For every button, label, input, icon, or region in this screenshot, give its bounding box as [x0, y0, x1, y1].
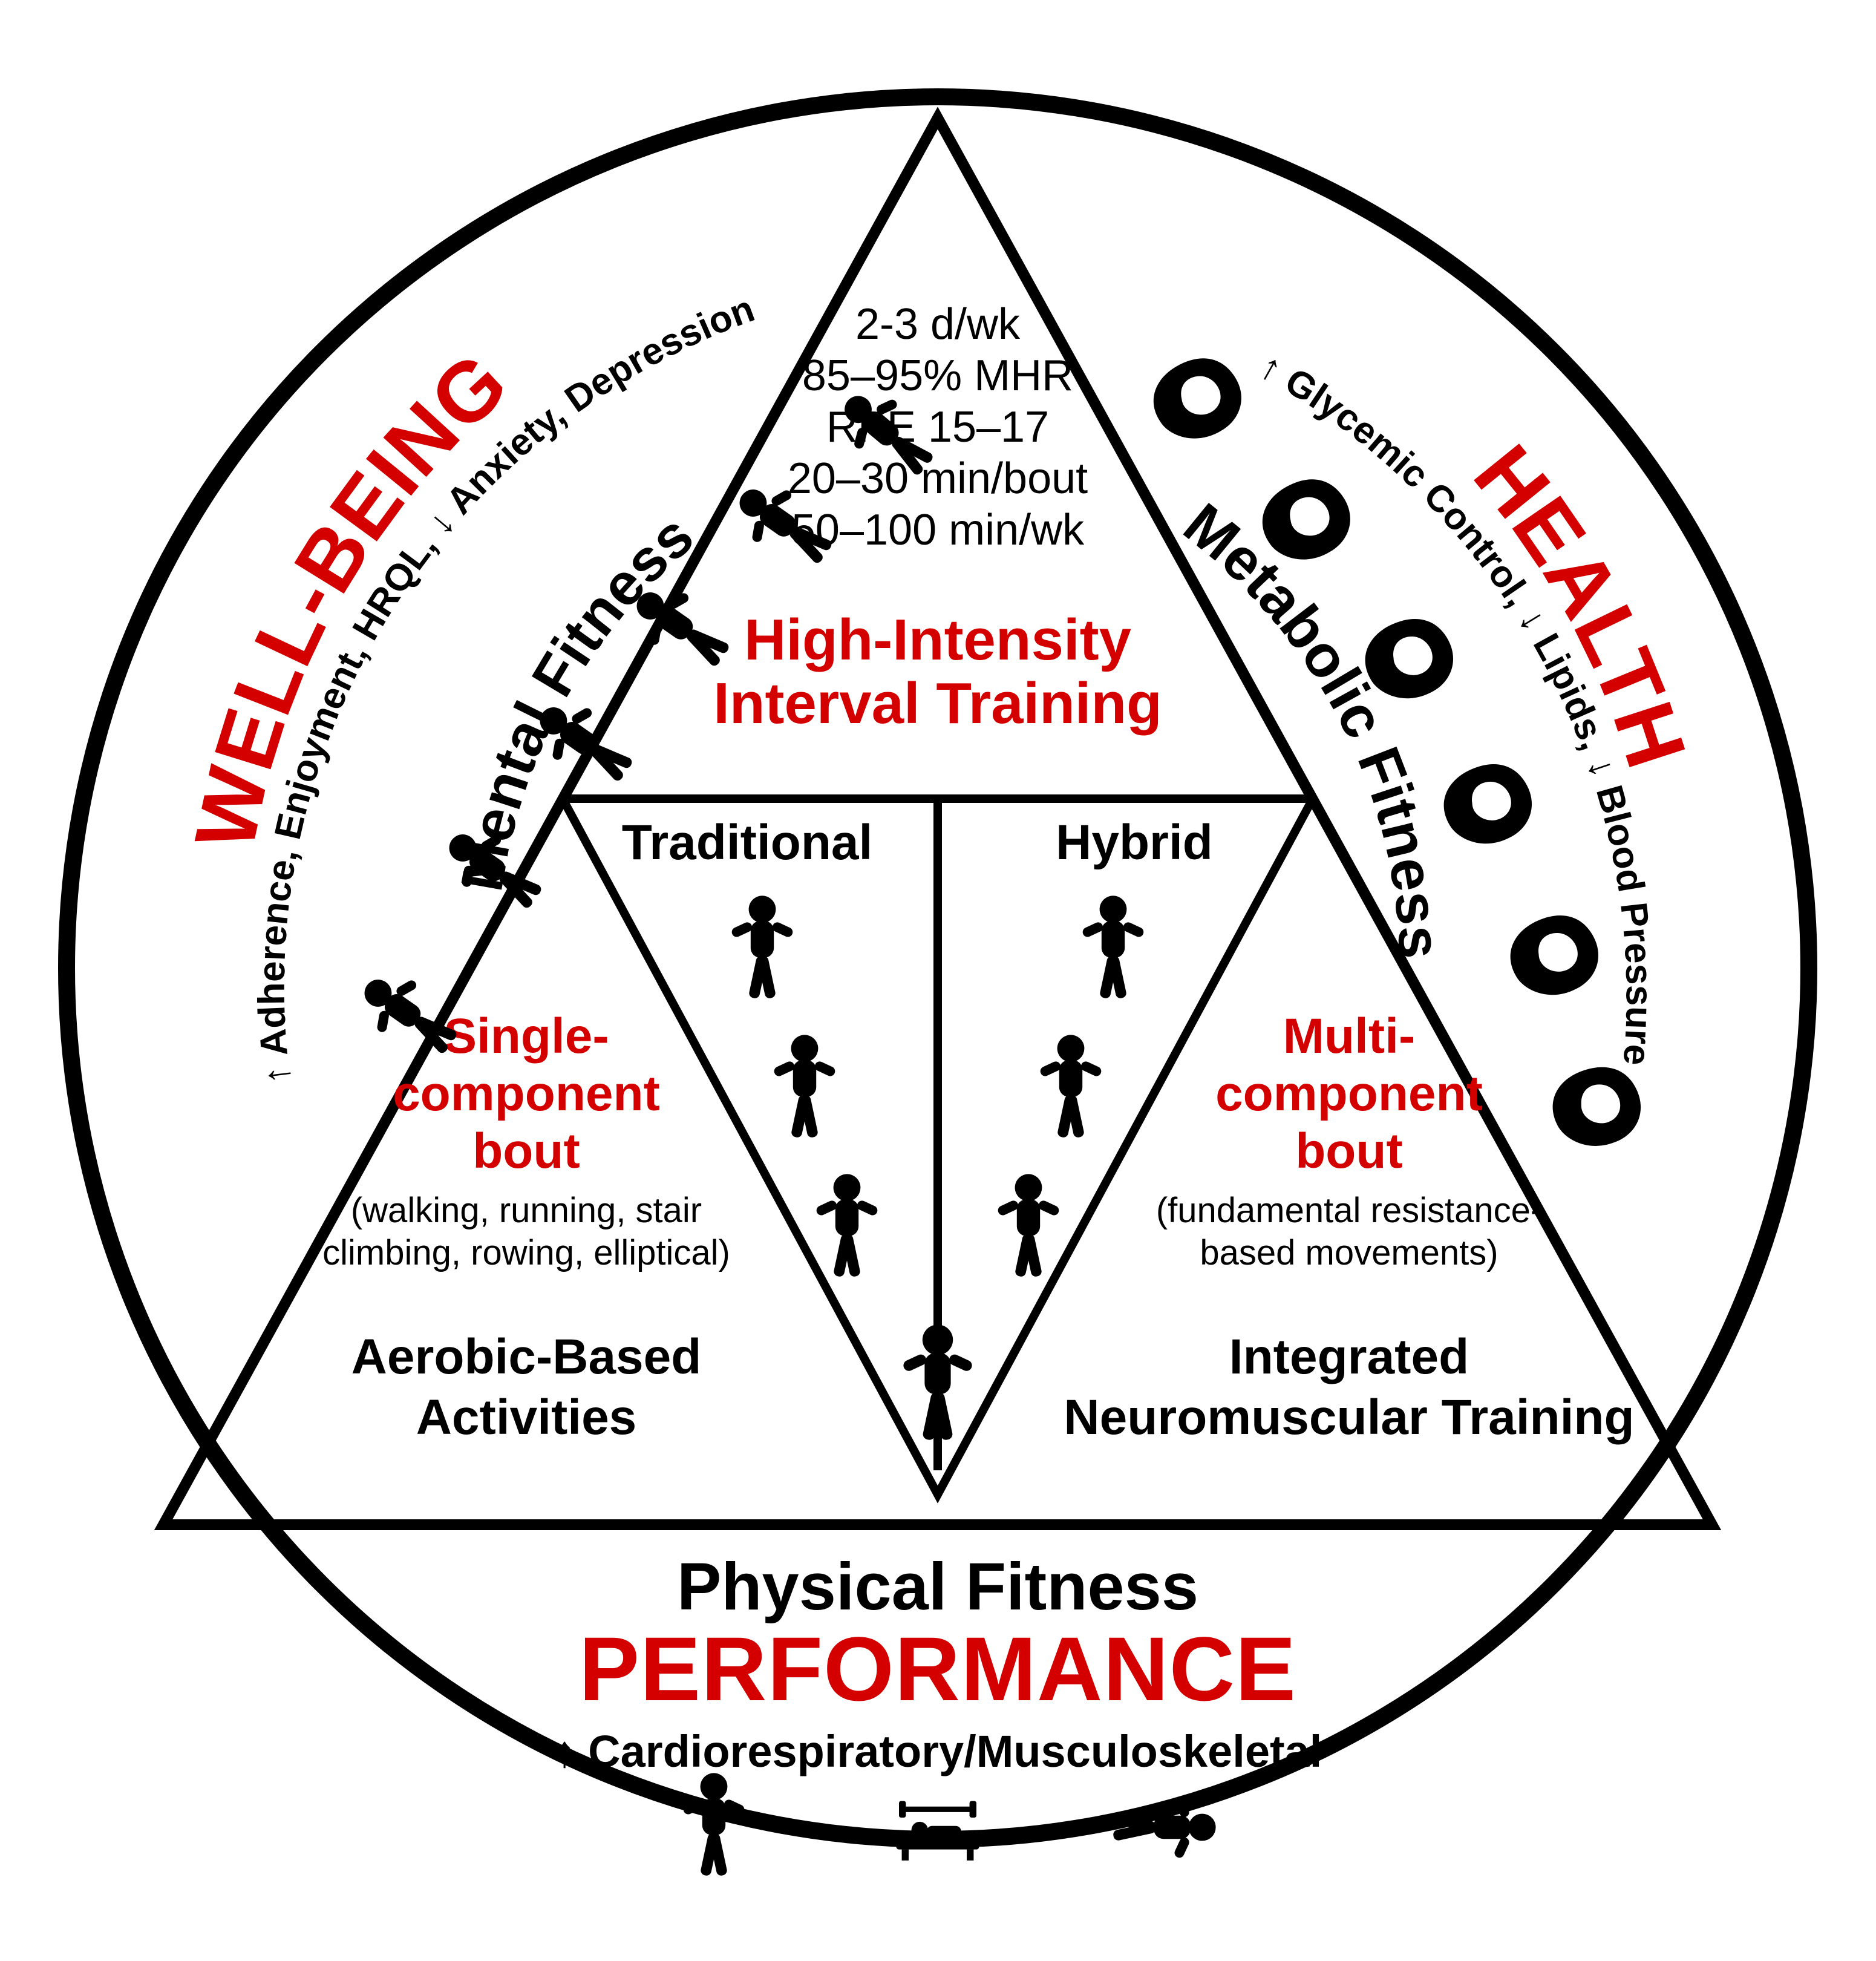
multi-component-sub: based movements) — [1200, 1233, 1498, 1272]
performance-label: PERFORMANCE — [579, 1618, 1296, 1720]
metabolic-icon — [1496, 899, 1613, 1013]
single-component-sub: climbing, rowing, elliptical) — [322, 1233, 730, 1272]
metabolic-icon — [1540, 1051, 1655, 1164]
aerobic-activities-label: Activities — [416, 1390, 637, 1445]
hybrid-label: Hybrid — [1056, 815, 1213, 870]
traditional-label: Traditional — [622, 815, 873, 870]
hybrid-exercise-icon — [1039, 1035, 1103, 1138]
integrated-nm-label: Integrated — [1229, 1329, 1469, 1384]
dosage-line: 85–95% MHR — [802, 352, 1073, 400]
multi-component-title: bout — [1295, 1124, 1403, 1179]
dosage-line: 50–100 min/wk — [791, 506, 1085, 554]
runner-icon — [682, 1773, 746, 1876]
metabolic-fitness-label: Metabolic Fitness — [1172, 490, 1454, 960]
metabolic-icon — [1430, 747, 1546, 862]
performance-sub-label: ↑ Cardiorespiratory/Musculoskeletal — [554, 1726, 1322, 1776]
single-component-title: bout — [472, 1124, 580, 1179]
dosage-line: 20–30 min/bout — [788, 454, 1088, 503]
metabolic-sub-label: ↑ Glycemic Control, ↓ Lipids, ↓ Blood Pr… — [1253, 345, 1660, 1067]
multi-component-title: component — [1215, 1066, 1483, 1121]
traditional-exercise-icon — [815, 1174, 879, 1277]
traditional-exercise-icon — [773, 1035, 837, 1138]
hybrid-exercise-icon — [996, 1174, 1061, 1277]
single-component-title: component — [393, 1066, 660, 1121]
single-component-title: Single- — [443, 1009, 609, 1064]
physical-fitness-label: Physical Fitness — [677, 1550, 1198, 1624]
integrated-nm-label: Neuromuscular Training — [1064, 1390, 1634, 1445]
single-component-sub: (walking, running, stair — [351, 1191, 702, 1230]
hiit-title: High-Intensity — [744, 607, 1131, 672]
dosage-line: 2-3 d/wk — [855, 300, 1021, 349]
multi-component-sub: (fundamental resistance- — [1156, 1191, 1542, 1230]
metabolic-icon — [1139, 341, 1257, 458]
hybrid-exercise-icon — [1081, 895, 1145, 999]
aerobic-activities-label: Aerobic-Based — [351, 1329, 702, 1384]
hiit-title: Interval Training — [713, 671, 1162, 736]
traditional-exercise-icon — [730, 895, 794, 999]
multi-component-title: Multi- — [1283, 1009, 1416, 1064]
